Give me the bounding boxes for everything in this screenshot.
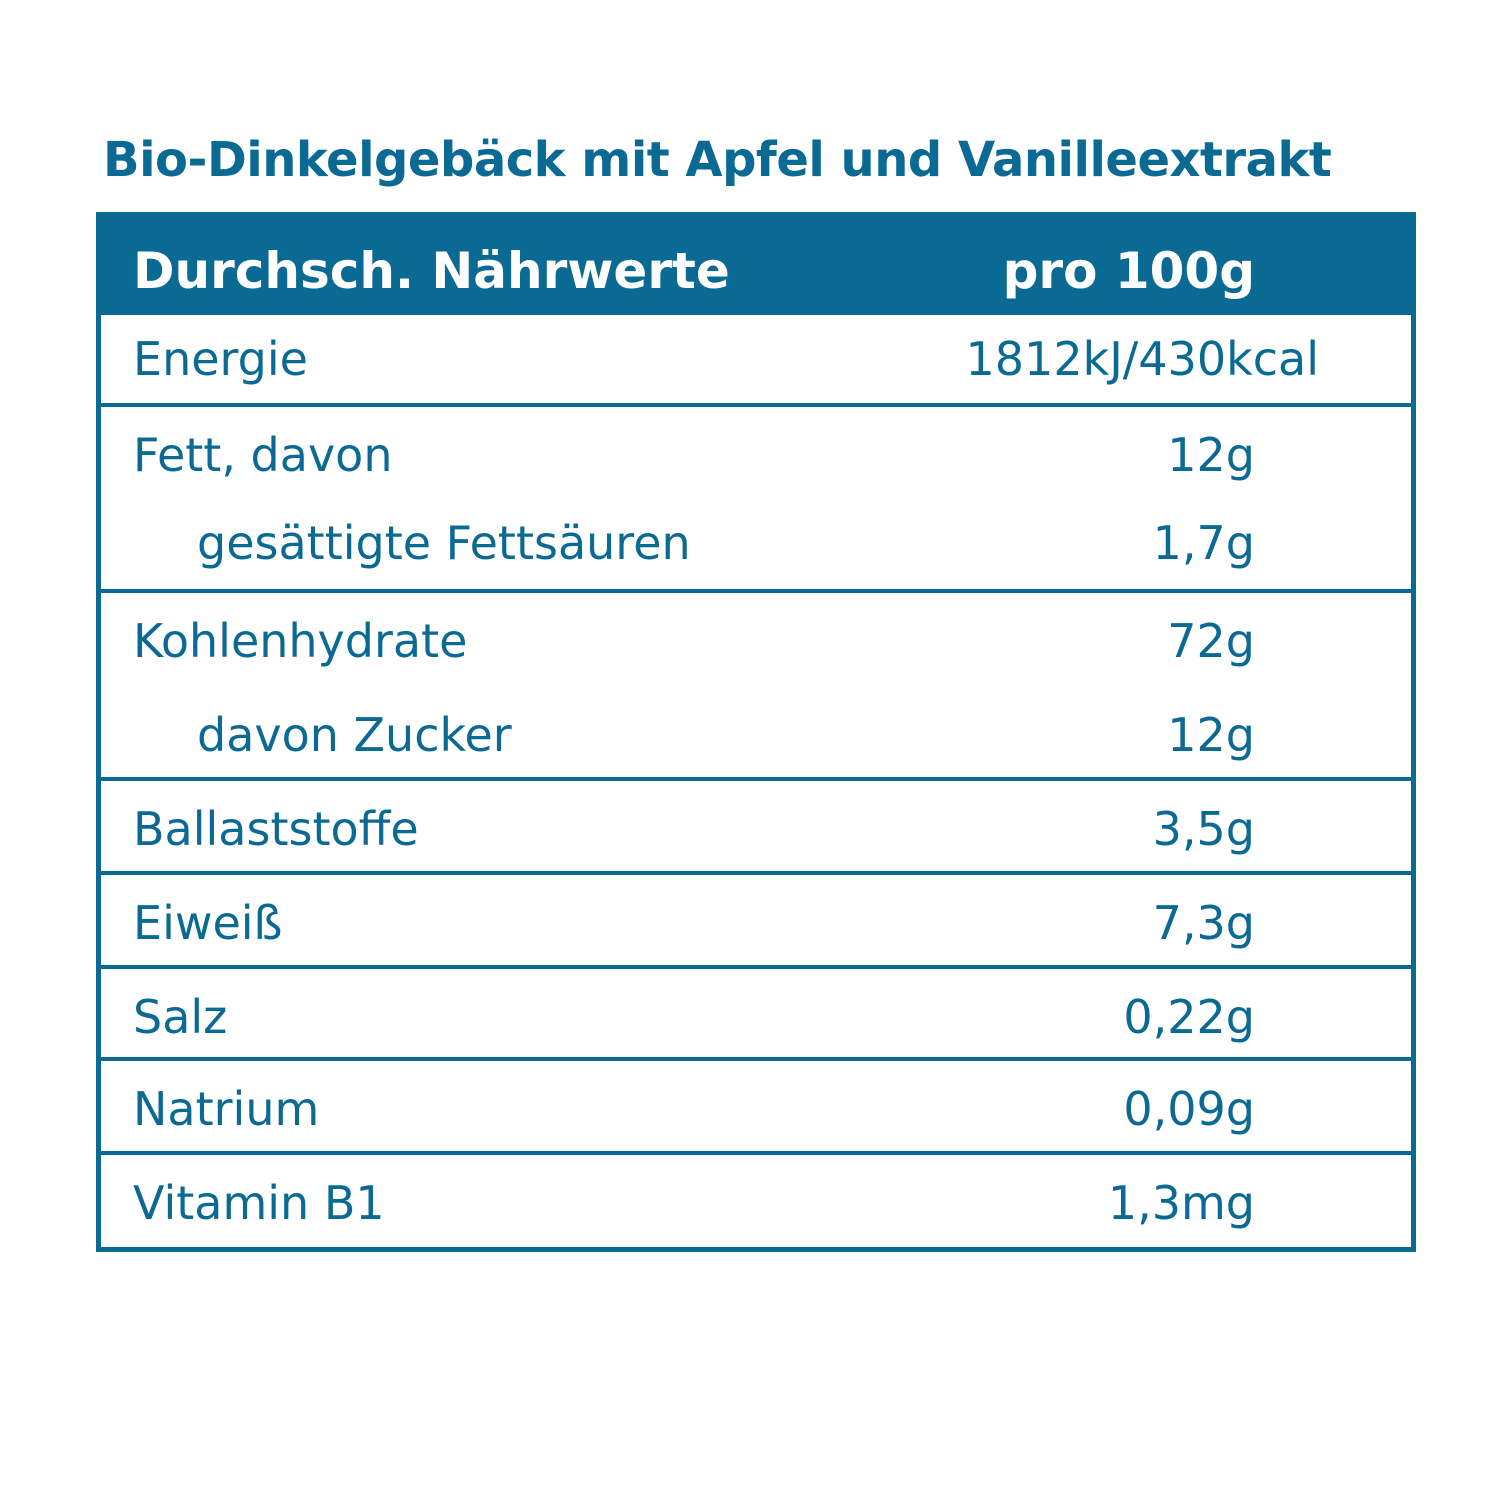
row-group-natrium: Natrium 0,09g xyxy=(101,1057,1411,1153)
table-row: Kohlenhydrate 72g xyxy=(101,597,1411,687)
row-label: Natrium xyxy=(133,1082,320,1136)
row-group-fett: Fett, davon 12g gesättigte Fettsäuren 1,… xyxy=(101,403,1411,593)
row-label: gesättigte Fettsäuren xyxy=(197,516,691,570)
row-label: Salz xyxy=(133,990,228,1044)
row-label: Ballaststoffe xyxy=(133,802,419,856)
row-value: 1,3mg xyxy=(1107,1176,1255,1230)
table-row: Fett, davon 12g xyxy=(101,411,1411,501)
row-label: Vitamin B1 xyxy=(133,1176,385,1230)
row-group-eiweiss: Eiweiß 7,3g xyxy=(101,871,1411,967)
row-value: 0,09g xyxy=(1123,1082,1255,1136)
header-label: Durchsch. Nährwerte xyxy=(133,242,730,300)
table-row: Natrium 0,09g xyxy=(101,1065,1411,1155)
row-value: 1812kJ/430kcal xyxy=(965,332,1319,386)
row-label: davon Zucker xyxy=(197,708,512,762)
table-row: gesättigte Fettsäuren 1,7g xyxy=(101,499,1411,589)
row-label: Eiweiß xyxy=(133,896,283,950)
row-value: 1,7g xyxy=(1152,516,1255,570)
table-row: Salz 0,22g xyxy=(101,973,1411,1063)
row-value: 72g xyxy=(1167,614,1255,668)
row-group-kohlenhydrate: Kohlenhydrate 72g davon Zucker 12g xyxy=(101,589,1411,781)
row-label: Energie xyxy=(133,332,308,386)
table-header: Durchsch. Nährwerte pro 100g xyxy=(101,217,1411,315)
row-label: Kohlenhydrate xyxy=(133,614,468,668)
row-value: 3,5g xyxy=(1152,802,1255,856)
row-value: 12g xyxy=(1167,428,1255,482)
table-row: Ballaststoffe 3,5g xyxy=(101,785,1411,875)
row-value: 0,22g xyxy=(1123,990,1255,1044)
row-label: Fett, davon xyxy=(133,428,393,482)
page-title: Bio-Dinkelgebäck mit Apfel und Vanilleex… xyxy=(103,132,1332,188)
table-row: Energie 1812kJ/430kcal xyxy=(101,315,1411,405)
table-row: Vitamin B1 1,3mg xyxy=(101,1159,1411,1249)
row-group-energie: Energie 1812kJ/430kcal xyxy=(101,311,1411,407)
row-value: 12g xyxy=(1167,708,1255,762)
table-row: davon Zucker 12g xyxy=(101,691,1411,781)
nutrition-table: Durchsch. Nährwerte pro 100g Energie 181… xyxy=(96,212,1416,1252)
header-value: pro 100g xyxy=(1002,242,1255,300)
row-group-vitamin-b1: Vitamin B1 1,3mg xyxy=(101,1151,1411,1247)
row-group-ballaststoffe: Ballaststoffe 3,5g xyxy=(101,777,1411,873)
row-value: 7,3g xyxy=(1152,896,1255,950)
table-row: Eiweiß 7,3g xyxy=(101,879,1411,969)
row-group-salz: Salz 0,22g xyxy=(101,965,1411,1061)
